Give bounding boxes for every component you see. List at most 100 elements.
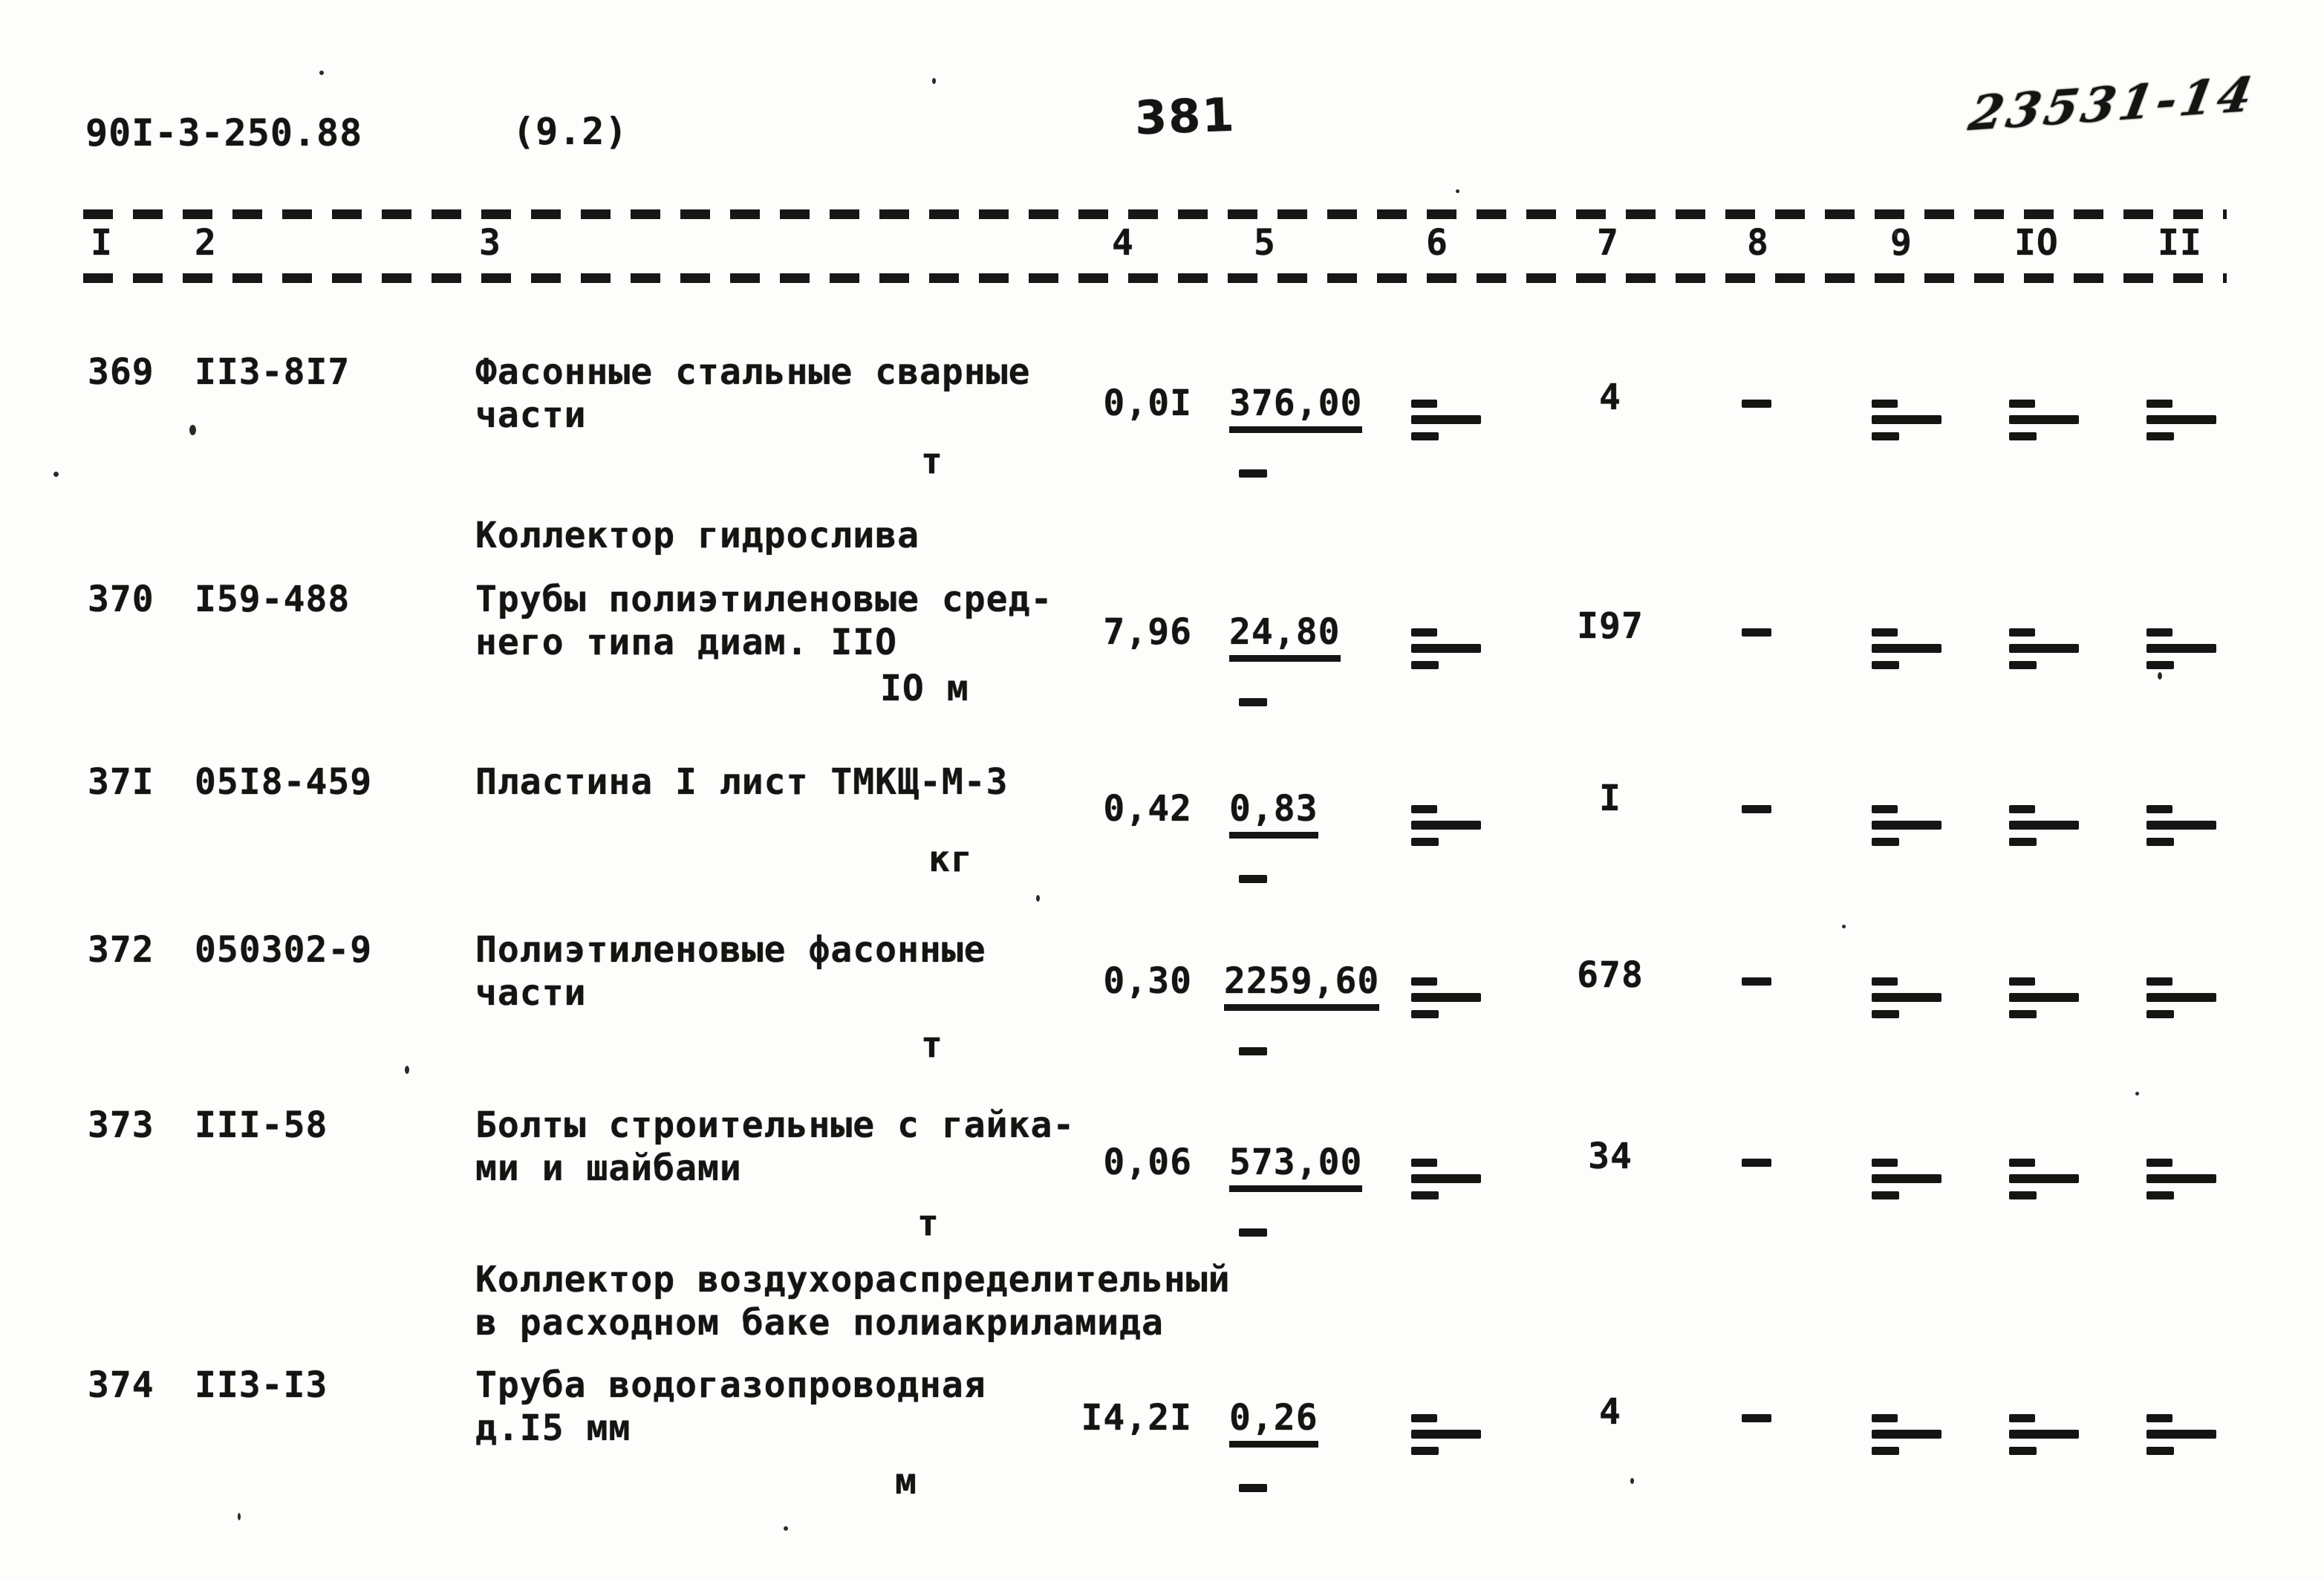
sheet-reference: (9.2)	[512, 110, 628, 153]
empty-fraction-mark-col10	[2009, 977, 2083, 1018]
empty-fraction-mark-col11	[2146, 977, 2221, 1018]
resource-name-line2: части	[475, 972, 587, 1014]
unit-of-measure: т	[917, 1202, 940, 1244]
resource-code: 05I8-459	[195, 761, 373, 803]
empty-fraction-mark-col11	[2146, 628, 2221, 669]
scan-speck	[932, 78, 936, 84]
empty-fraction-mark-col9	[1872, 805, 1946, 846]
column-header-5: 5	[1254, 222, 1276, 264]
total-price-value: I97	[1577, 605, 1644, 647]
quantity-value: 0,42	[1103, 788, 1192, 830]
empty-fraction-mark-col9	[1872, 1414, 1946, 1455]
scan-speck	[1456, 189, 1459, 193]
empty-fraction-mark-col6	[1411, 1414, 1485, 1455]
resource-code: II3-I3	[195, 1364, 328, 1406]
quantity-value: 0,30	[1103, 960, 1192, 1002]
resource-name-line2: д.I5 мм	[475, 1407, 631, 1449]
scan-speck	[1630, 1478, 1634, 1484]
unit-price-value: 2259,60	[1224, 960, 1380, 1011]
scan-speck	[189, 425, 196, 435]
column-header-2: 2	[195, 222, 217, 264]
empty-fraction-mark-col10	[2009, 628, 2083, 669]
empty-fraction-mark-col9	[1872, 1159, 1946, 1199]
page-number: 381	[1133, 87, 1237, 146]
empty-dash-mark-col8	[1742, 805, 1771, 813]
unit-of-measure: кг	[928, 839, 973, 880]
empty-fraction-mark-col10	[2009, 1159, 2083, 1199]
empty-fraction-mark-col6	[1411, 400, 1485, 440]
resource-code: II3-8I7	[195, 351, 351, 393]
column-header-11: II	[2158, 222, 2202, 264]
empty-fraction-mark-col11	[2146, 1414, 2221, 1455]
scan-speck	[2135, 1092, 2139, 1095]
empty-fraction-mark-col10	[2009, 805, 2083, 846]
handwritten-inventory-number: 23531-14	[1965, 66, 2260, 143]
row-number: 369	[88, 351, 154, 393]
price-denominator-dash	[1239, 1228, 1267, 1237]
document-number: 90I-3-250.88	[85, 111, 363, 154]
scan-speck	[238, 1513, 241, 1520]
column-header-4: 4	[1112, 222, 1134, 264]
section-header-line1: Коллектор воздухораспределительный	[475, 1259, 1231, 1300]
column-header-1: I	[91, 222, 113, 264]
resource-code: 050302-9	[195, 929, 373, 971]
unit-price-value: 376,00	[1229, 382, 1363, 433]
scan-speck	[1842, 925, 1846, 928]
column-header-8: 8	[1747, 222, 1769, 264]
empty-fraction-mark-col9	[1872, 400, 1946, 440]
price-denominator-dash	[1239, 1484, 1267, 1492]
table-header-bottom-rule	[83, 273, 2227, 283]
scan-speck	[53, 472, 59, 477]
empty-dash-mark-col8	[1742, 1159, 1771, 1167]
total-price-value: 678	[1577, 954, 1644, 996]
empty-fraction-mark-col6	[1411, 1159, 1485, 1199]
scan-speck	[784, 1526, 788, 1531]
price-denominator-dash	[1239, 875, 1267, 883]
resource-name-line1: Фасонные стальные сварные	[475, 351, 1031, 393]
unit-price-value: 24,80	[1229, 611, 1341, 662]
empty-fraction-mark-col6	[1411, 805, 1485, 846]
unit-of-measure: IO м	[880, 668, 969, 709]
unit-price-value: 0,83	[1229, 787, 1318, 839]
total-price-value: 4	[1599, 1391, 1621, 1433]
table-header-top-rule	[83, 209, 2227, 219]
price-denominator-dash	[1239, 1047, 1267, 1055]
quantity-value: 0,0I	[1103, 382, 1192, 424]
resource-name-line1: Труба водогазопроводная	[475, 1364, 986, 1406]
column-header-9: 9	[1890, 222, 1913, 264]
empty-dash-mark-col8	[1742, 628, 1771, 637]
resource-name-line2: части	[475, 394, 587, 436]
unit-of-measure: м	[895, 1461, 917, 1503]
empty-fraction-mark-col6	[1411, 628, 1485, 669]
empty-fraction-mark-col9	[1872, 977, 1946, 1018]
resource-name-line1: Пластина I лист ТМКЩ-М-3	[475, 761, 1009, 803]
empty-fraction-mark-col11	[2146, 805, 2221, 846]
resource-name-line1: Трубы полиэтиленовые сред-	[475, 579, 1053, 620]
resource-code: I59-488	[195, 579, 351, 620]
quantity-value: 7,96	[1103, 611, 1192, 653]
empty-dash-mark-col8	[1742, 1414, 1771, 1422]
empty-fraction-mark-col11	[2146, 400, 2221, 440]
empty-fraction-mark-col10	[2009, 400, 2083, 440]
column-header-6: 6	[1426, 222, 1448, 264]
resource-name-line1: Болты строительные с гайка-	[475, 1104, 1075, 1146]
resource-name-line1: Полиэтиленовые фасонные	[475, 929, 986, 971]
column-header-3: 3	[479, 222, 501, 264]
row-number: 370	[88, 579, 154, 620]
empty-dash-mark-col8	[1742, 977, 1771, 986]
section-header-line2: в расходном баке полиакриламида	[475, 1302, 1164, 1344]
scan-speck	[1036, 895, 1040, 902]
unit-of-measure: т	[921, 440, 943, 482]
quantity-value: 0,06	[1103, 1142, 1192, 1183]
row-number: 37I	[88, 761, 154, 803]
scan-speck	[2158, 672, 2162, 680]
unit-of-measure: т	[921, 1024, 943, 1066]
empty-fraction-mark-col9	[1872, 628, 1946, 669]
quantity-value: I4,2I	[1081, 1397, 1192, 1439]
row-number: 372	[88, 929, 154, 971]
empty-fraction-mark-col6	[1411, 977, 1485, 1018]
row-number: 374	[88, 1364, 154, 1406]
total-price-value: 4	[1599, 377, 1621, 418]
unit-price-value: 0,26	[1229, 1396, 1318, 1448]
